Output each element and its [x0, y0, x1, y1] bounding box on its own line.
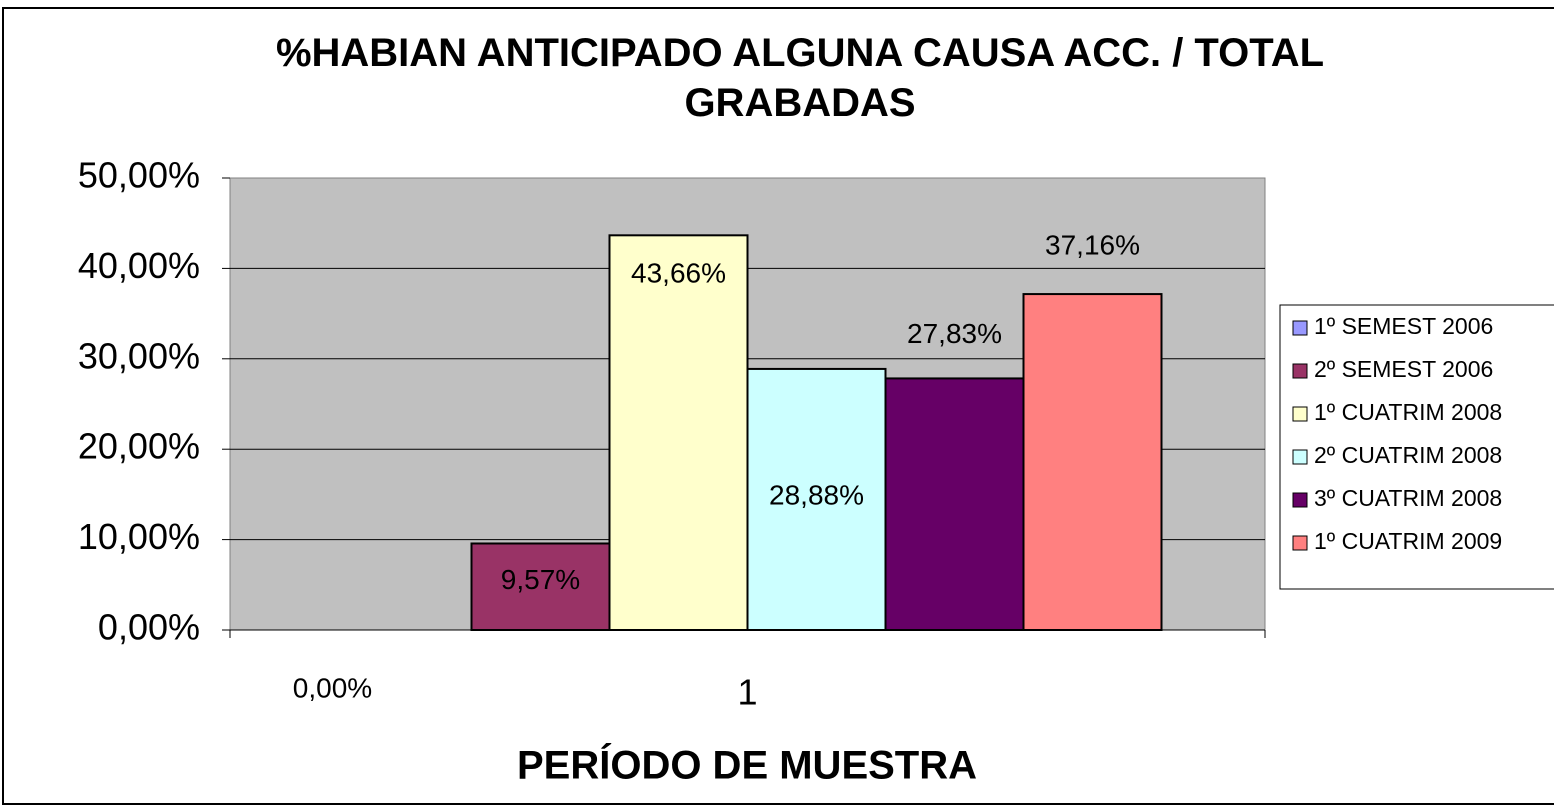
- legend-label: 1º CUATRIM 2008: [1314, 399, 1502, 425]
- legend-label: 2º CUATRIM 2008: [1314, 442, 1502, 468]
- data-label: 37,16%: [1045, 229, 1140, 260]
- data-label: 9,57%: [501, 564, 580, 595]
- legend-label: 1º SEMEST 2006: [1314, 313, 1493, 339]
- bar: [608, 234, 749, 631]
- x-tick-label: 1: [737, 672, 757, 713]
- bar: [746, 367, 887, 631]
- data-label: 27,83%: [907, 318, 1002, 349]
- legend-swatch: [1292, 406, 1308, 422]
- legend-label: 2º SEMEST 2006: [1314, 356, 1493, 382]
- legend-swatch: [1292, 535, 1308, 551]
- y-tick-label: 0,00%: [98, 607, 200, 648]
- bar: [884, 377, 1025, 632]
- legend-label: 3º CUATRIM 2008: [1314, 485, 1502, 511]
- legend-swatch: [1292, 492, 1308, 508]
- legend-box: [1279, 304, 1554, 590]
- legend-swatch: [1292, 320, 1308, 336]
- chart-title: %HABIAN ANTICIPADO ALGUNA CAUSA ACC. / T…: [275, 31, 1325, 125]
- y-tick-label: 20,00%: [78, 426, 200, 467]
- legend-swatch: [1292, 449, 1308, 465]
- y-tick-label: 40,00%: [78, 245, 200, 286]
- x-axis-title: PERÍODO DE MUESTRA: [517, 743, 977, 788]
- data-label: 43,66%: [631, 258, 726, 289]
- data-label: 28,88%: [769, 479, 864, 510]
- y-tick-label: 10,00%: [78, 516, 200, 557]
- legend-swatch: [1292, 363, 1308, 379]
- bar: [1022, 293, 1163, 631]
- y-tick-label: 30,00%: [78, 335, 200, 376]
- data-label: 0,00%: [293, 672, 372, 703]
- y-tick-label: 50,00%: [78, 155, 200, 196]
- legend-label: 1º CUATRIM 2009: [1314, 528, 1502, 554]
